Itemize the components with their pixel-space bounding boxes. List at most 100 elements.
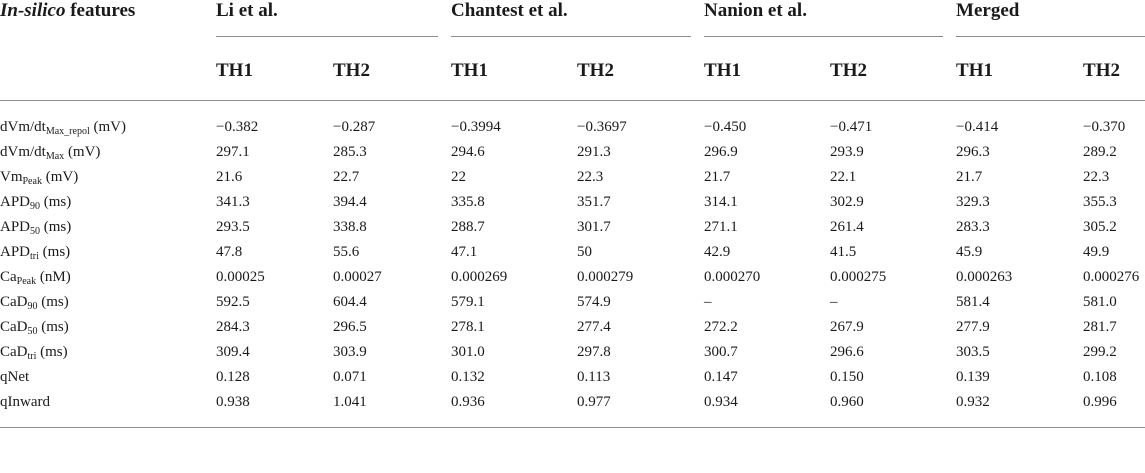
feature-subscript: tri <box>30 251 39 262</box>
feature-header-italic: In-silico <box>0 0 66 21</box>
feature-subscript: tri <box>27 351 37 362</box>
group-rule <box>216 36 438 37</box>
value-cell: 0.932 <box>956 394 990 410</box>
subcolumn-header: TH2 <box>333 60 370 81</box>
feature-name-cell: APD90 (ms) <box>0 190 216 215</box>
feature-unit: (ms) <box>38 244 71 260</box>
features-table: In-silico features Li et al. Chantest et… <box>0 0 1145 428</box>
value-cell: 267.9 <box>830 319 864 335</box>
value-cell: −0.3697 <box>577 119 627 135</box>
feature-unit: (mV) <box>64 144 101 160</box>
group-header-li: Li et al. <box>216 0 451 38</box>
feature-unit: (mV) <box>41 169 79 185</box>
header-row-groups: In-silico features Li et al. Chantest et… <box>0 0 1145 38</box>
value-cell: 277.9 <box>956 319 990 335</box>
header-row-subcolumns: TH1 TH2 TH1 TH2 TH1 TH2 TH1 TH2 <box>0 38 1145 101</box>
table-row: VmPeak (mV) 21.6 22.7 22 22.3 21.7 22.1 21.7 22.… <box>0 165 1145 190</box>
table-row: CaDtri (ms) 309.4 303.9 301.0 297.8 300.7 296.… <box>0 340 1145 365</box>
feature-subscript: 90 <box>30 201 41 212</box>
feature-unit: (nM) <box>36 269 71 285</box>
group-rule <box>956 36 1145 37</box>
feature-base: dVm/dt <box>0 119 46 135</box>
value-cell: 21.7 <box>704 169 731 185</box>
group-rule <box>704 36 944 37</box>
table-row: dVm/dtMax (mV) 297.1 285.3 294.6 291.3 296.9 2… <box>0 140 1145 165</box>
value-cell: 0.000270 <box>704 269 761 285</box>
feature-unit: (mV) <box>89 119 126 135</box>
subcolumn-header: TH1 <box>451 60 488 81</box>
value-cell: 271.1 <box>704 219 738 235</box>
value-cell: 0.938 <box>216 394 250 410</box>
value-cell: −0.3994 <box>451 119 501 135</box>
value-cell: 47.1 <box>451 244 478 260</box>
value-cell: 278.1 <box>451 319 485 335</box>
value-cell: 22.7 <box>333 169 360 185</box>
value-cell: 0.000276 <box>1083 269 1140 285</box>
group-rule <box>451 36 692 37</box>
table-row: APD50 (ms) 293.5 338.8 288.7 301.7 271.1 261.4… <box>0 215 1145 240</box>
value-cell: −0.382 <box>216 119 259 135</box>
value-cell: 0.139 <box>956 369 990 385</box>
value-cell: 288.7 <box>451 219 485 235</box>
feature-name-cell: CaPeak (nM) <box>0 265 216 290</box>
empty-header-cell <box>0 38 216 101</box>
value-cell: 281.7 <box>1083 319 1117 335</box>
value-cell: 0.960 <box>830 394 864 410</box>
value-cell: 581.4 <box>956 294 990 310</box>
feature-unit: (ms) <box>37 319 69 335</box>
value-cell: 0.128 <box>216 369 250 385</box>
value-cell: 297.1 <box>216 144 250 160</box>
value-cell: 335.8 <box>451 194 485 210</box>
table-row: CaD50 (ms) 284.3 296.5 278.1 277.4 272.2 267.9… <box>0 315 1145 340</box>
table-row: APD90 (ms) 341.3 394.4 335.8 351.7 314.1 302.9… <box>0 190 1145 215</box>
value-cell: −0.370 <box>1083 119 1126 135</box>
value-cell: 604.4 <box>333 294 367 310</box>
value-cell: 0.132 <box>451 369 485 385</box>
feature-name-cell: CaDtri (ms) <box>0 340 216 365</box>
value-cell: 284.3 <box>216 319 250 335</box>
group-label: Chantest et al. <box>451 0 568 21</box>
table-row: qInward 0.938 1.041 0.936 0.977 0.934 0.960 0.9… <box>0 390 1145 428</box>
subcolumn-header: TH2 <box>1083 60 1120 81</box>
table-row: CaPeak (nM) 0.00025 0.00027 0.000269 0.00027… <box>0 265 1145 290</box>
value-cell: 302.9 <box>830 194 864 210</box>
value-cell: 272.2 <box>704 319 738 335</box>
value-cell: 289.2 <box>1083 144 1117 160</box>
value-cell: 21.7 <box>956 169 983 185</box>
value-cell: 338.8 <box>333 219 367 235</box>
feature-subscript: 50 <box>30 226 41 237</box>
table-row: qNet 0.128 0.071 0.132 0.113 0.147 0.150 0.139 0… <box>0 365 1145 390</box>
value-cell: 0.108 <box>1083 369 1117 385</box>
value-cell: 22.3 <box>577 169 604 185</box>
feature-base: APD <box>0 244 31 260</box>
feature-unit: (ms) <box>37 294 69 310</box>
value-cell: 21.6 <box>216 169 243 185</box>
value-cell: 55.6 <box>333 244 360 260</box>
value-cell: 0.00025 <box>216 269 265 285</box>
feature-subscript: Max <box>45 151 65 162</box>
value-cell: 0.934 <box>704 394 738 410</box>
value-cell: 309.4 <box>216 344 250 360</box>
value-cell: 592.5 <box>216 294 250 310</box>
value-cell: 22.1 <box>830 169 857 185</box>
feature-base: qInward <box>0 394 50 410</box>
feature-subscript: Peak <box>22 176 42 187</box>
feature-name-cell: qNet <box>0 365 216 390</box>
value-cell: 1.041 <box>333 394 367 410</box>
value-cell: 261.4 <box>830 219 864 235</box>
value-cell: 301.0 <box>451 344 485 360</box>
table-body: dVm/dtMax_repol (mV) −0.382 −0.287 −0.3994−… <box>0 101 1145 428</box>
value-cell: 0.000279 <box>577 269 634 285</box>
value-cell: 303.5 <box>956 344 990 360</box>
subcolumn-header: TH1 <box>704 60 741 81</box>
value-cell: 303.9 <box>333 344 367 360</box>
feature-unit: (ms) <box>36 344 68 360</box>
value-cell: 50 <box>577 244 592 260</box>
value-cell: – <box>830 294 838 310</box>
feature-header-rest: features <box>65 0 136 21</box>
value-cell: 394.4 <box>333 194 367 210</box>
feature-name-cell: dVm/dtMax (mV) <box>0 140 216 165</box>
feature-subscript: 50 <box>27 326 38 337</box>
value-cell: 581.0 <box>1083 294 1117 310</box>
